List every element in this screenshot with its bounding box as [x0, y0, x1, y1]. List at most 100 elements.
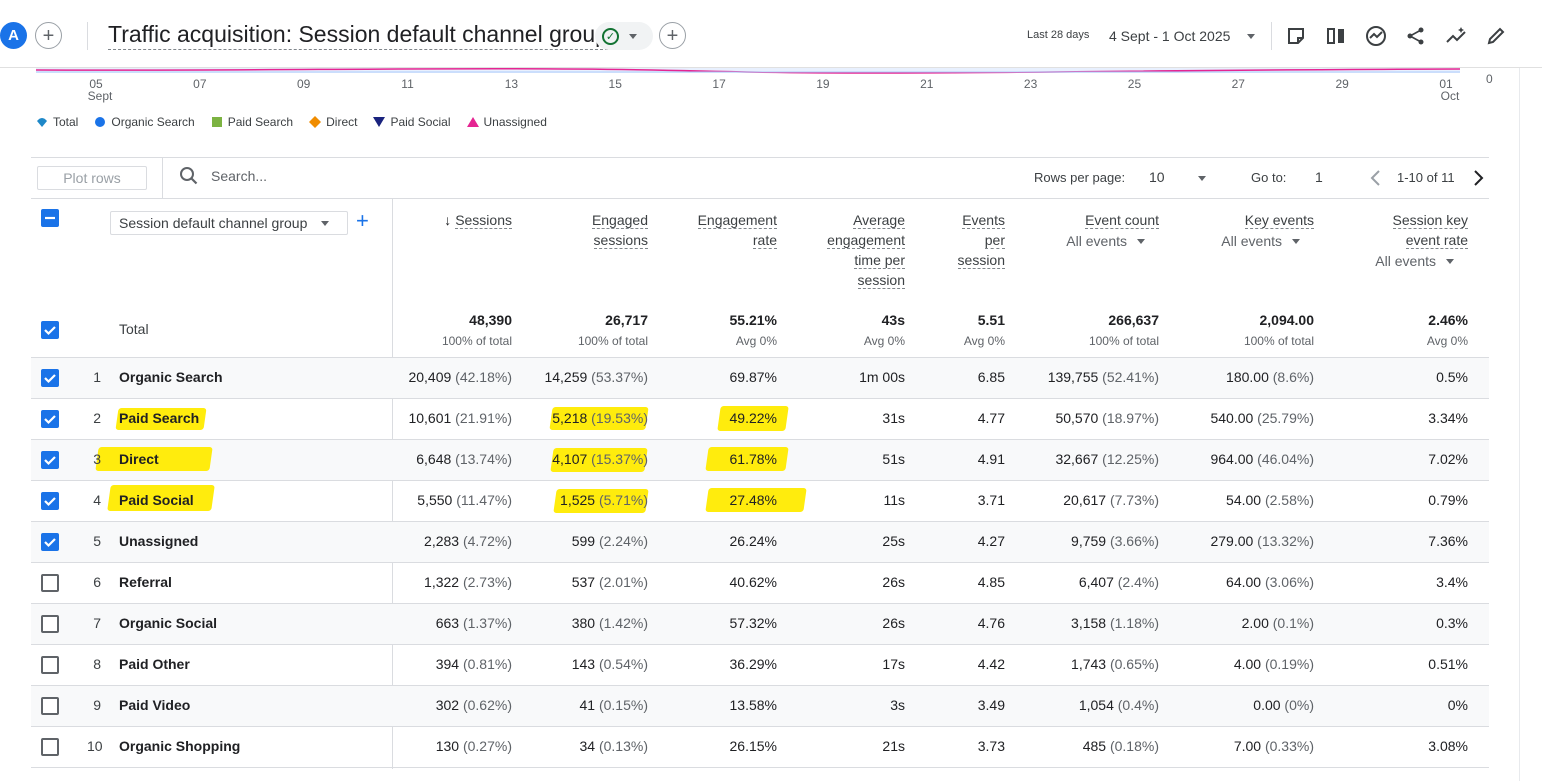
- event-filter-dropdown[interactable]: All events: [1375, 253, 1436, 269]
- plus-icon: +: [356, 208, 369, 233]
- annotation-icon[interactable]: [1284, 24, 1308, 48]
- add-dimension-button[interactable]: +: [356, 210, 369, 232]
- row-checkbox[interactable]: [41, 410, 59, 428]
- row-checkbox[interactable]: [41, 574, 59, 592]
- date-range-picker[interactable]: 4 Sept - 1 Oct 2025: [1109, 28, 1231, 44]
- row-checkbox[interactable]: [41, 615, 59, 633]
- table-row[interactable]: 7 Organic Social 663 (1.37%) 380 (1.42%) 57.…: [31, 604, 1489, 645]
- channel-name[interactable]: Referral: [119, 574, 172, 590]
- channel-name[interactable]: Organic Shopping: [119, 738, 241, 754]
- go-to-page-input[interactable]: 1: [1315, 169, 1323, 185]
- select-all-checkbox[interactable]: [41, 209, 59, 227]
- edit-pencil-icon[interactable]: [1484, 24, 1508, 48]
- table-row[interactable]: 9 Paid Video 302 (0.62%) 41 (0.15%) 13.58% 3s…: [31, 686, 1489, 727]
- legend-item-organic-search[interactable]: Organic Search: [94, 115, 195, 129]
- channel-name[interactable]: Direct: [119, 451, 159, 467]
- x-tick-label: 07: [193, 77, 207, 91]
- column-header[interactable]: Engaged sessions: [528, 210, 648, 250]
- plus-icon: +: [666, 24, 679, 47]
- table-row[interactable]: 6 Referral 1,322 (2.73%) 537 (2.01%) 40.62% 2…: [31, 563, 1489, 604]
- row-checkbox[interactable]: [41, 451, 59, 469]
- dimension-select[interactable]: Session default channel group: [110, 211, 348, 235]
- total-checkbox[interactable]: [41, 321, 59, 339]
- legend-item-total[interactable]: Total: [36, 115, 78, 129]
- chart-legend: Total Organic Search Paid Search Direct Paid…: [36, 115, 547, 129]
- share-icon[interactable]: [1404, 24, 1428, 48]
- metric-cell: 54.00 (2.58%): [1184, 492, 1314, 508]
- metric-value: 2,283: [424, 533, 460, 549]
- search-input[interactable]: [209, 167, 509, 185]
- channel-name[interactable]: Paid Search: [119, 410, 200, 426]
- row-checkbox[interactable]: [41, 533, 59, 551]
- x-tick-label: 05: [89, 77, 103, 91]
- channel-name[interactable]: Paid Social: [119, 492, 194, 508]
- event-filter-dropdown[interactable]: All events: [1221, 233, 1282, 249]
- column-header[interactable]: Event count All events: [1029, 210, 1159, 251]
- table-row[interactable]: 8 Paid Other 394 (0.81%) 143 (0.54%) 36.29% 1…: [31, 645, 1489, 686]
- channel-name[interactable]: Unassigned: [119, 533, 199, 549]
- row-checkbox[interactable]: [41, 697, 59, 715]
- chevron-down-icon[interactable]: [1198, 176, 1206, 181]
- trend-sparkle-icon[interactable]: [1444, 24, 1468, 48]
- account-avatar[interactable]: A: [0, 22, 27, 49]
- plot-rows-button[interactable]: Plot rows: [37, 166, 147, 190]
- metric-value: 6,648: [416, 451, 452, 467]
- report-status-dropdown[interactable]: ✓: [595, 22, 653, 50]
- channel-name[interactable]: Organic Social: [119, 615, 218, 631]
- column-header[interactable]: Average engagement time per session: [795, 210, 905, 290]
- event-filter-dropdown[interactable]: All events: [1066, 233, 1127, 249]
- table-row[interactable]: 4 Paid Social 5,550 (11.47%) 1,525 (5.71%) 2…: [31, 481, 1489, 522]
- column-header-label: session: [957, 252, 1005, 269]
- next-page-button[interactable]: [1471, 169, 1485, 190]
- insights-icon[interactable]: [1364, 24, 1388, 48]
- metric-percent: (3.06%): [1261, 574, 1314, 590]
- column-header[interactable]: Engagement rate: [667, 210, 777, 250]
- row-checkbox[interactable]: [41, 369, 59, 387]
- column-header[interactable]: Key events All events: [1184, 210, 1314, 251]
- metric-percent: (15.37%): [587, 451, 648, 467]
- previous-page-button[interactable]: [1369, 169, 1383, 190]
- metric-value: 51s: [882, 451, 905, 467]
- row-checkbox[interactable]: [41, 492, 59, 510]
- channel-name[interactable]: Organic Search: [119, 369, 223, 385]
- channel-name[interactable]: Paid Other: [119, 656, 190, 672]
- chevron-down-icon[interactable]: [1247, 34, 1255, 39]
- column-header-label: event rate: [1405, 232, 1468, 249]
- legend-item-paid-social[interactable]: Paid Social: [373, 115, 451, 129]
- add-comparison-button[interactable]: +: [35, 22, 62, 49]
- metric-cell: 57.32%: [667, 615, 777, 631]
- metric-cell: 26.15%: [667, 738, 777, 754]
- channel-name[interactable]: Paid Video: [119, 697, 191, 713]
- metric-cell: 11s: [795, 492, 905, 508]
- row-checkbox[interactable]: [41, 656, 59, 674]
- table-row[interactable]: 1 Organic Search 20,409 (42.18%) 14,259 (53…: [31, 358, 1489, 399]
- add-filter-button[interactable]: +: [659, 22, 686, 49]
- column-header-label: Sessions: [455, 212, 512, 229]
- table-row[interactable]: 3 Direct 6,648 (13.74%) 4,107 (15.37%) 61.78…: [31, 440, 1489, 481]
- column-header-label: Event count: [1085, 212, 1159, 229]
- legend-item-direct[interactable]: Direct: [309, 115, 357, 129]
- legend-item-unassigned[interactable]: Unassigned: [466, 115, 547, 129]
- metric-value: 3.71: [977, 492, 1005, 508]
- metric-value: 31s: [882, 410, 905, 426]
- checkmark-icon: [44, 497, 56, 507]
- column-header[interactable]: Session key event rate All events: [1328, 210, 1468, 271]
- column-header[interactable]: ↓ Sessions: [392, 210, 512, 230]
- table-row[interactable]: 10 Organic Shopping 130 (0.27%) 34 (0.13%) 2…: [31, 727, 1489, 768]
- row-number: 7: [93, 615, 101, 631]
- table-row[interactable]: 2 Paid Search 10,601 (21.91%) 5,218 (19.53%…: [31, 399, 1489, 440]
- metric-value: 10,601: [408, 410, 452, 426]
- compare-columns-icon[interactable]: [1324, 24, 1348, 48]
- column-header[interactable]: Events per session: [915, 210, 1005, 270]
- total-subvalue: 100% of total: [1088, 334, 1159, 348]
- rows-per-page-select[interactable]: 10: [1149, 169, 1165, 185]
- metric-value: 5,218: [552, 410, 588, 426]
- table-row[interactable]: 5 Unassigned 2,283 (4.72%) 599 (2.24%) 26.24…: [31, 522, 1489, 563]
- metric-value: 4.76: [977, 615, 1005, 631]
- metric-value: 6.85: [977, 369, 1005, 385]
- metric-cell: 4.42: [915, 656, 1005, 672]
- row-checkbox[interactable]: [41, 738, 59, 756]
- legend-item-paid-search[interactable]: Paid Search: [211, 115, 293, 129]
- metric-cell: 1,322 (2.73%): [392, 574, 512, 590]
- column-header-label: engagement: [827, 232, 905, 249]
